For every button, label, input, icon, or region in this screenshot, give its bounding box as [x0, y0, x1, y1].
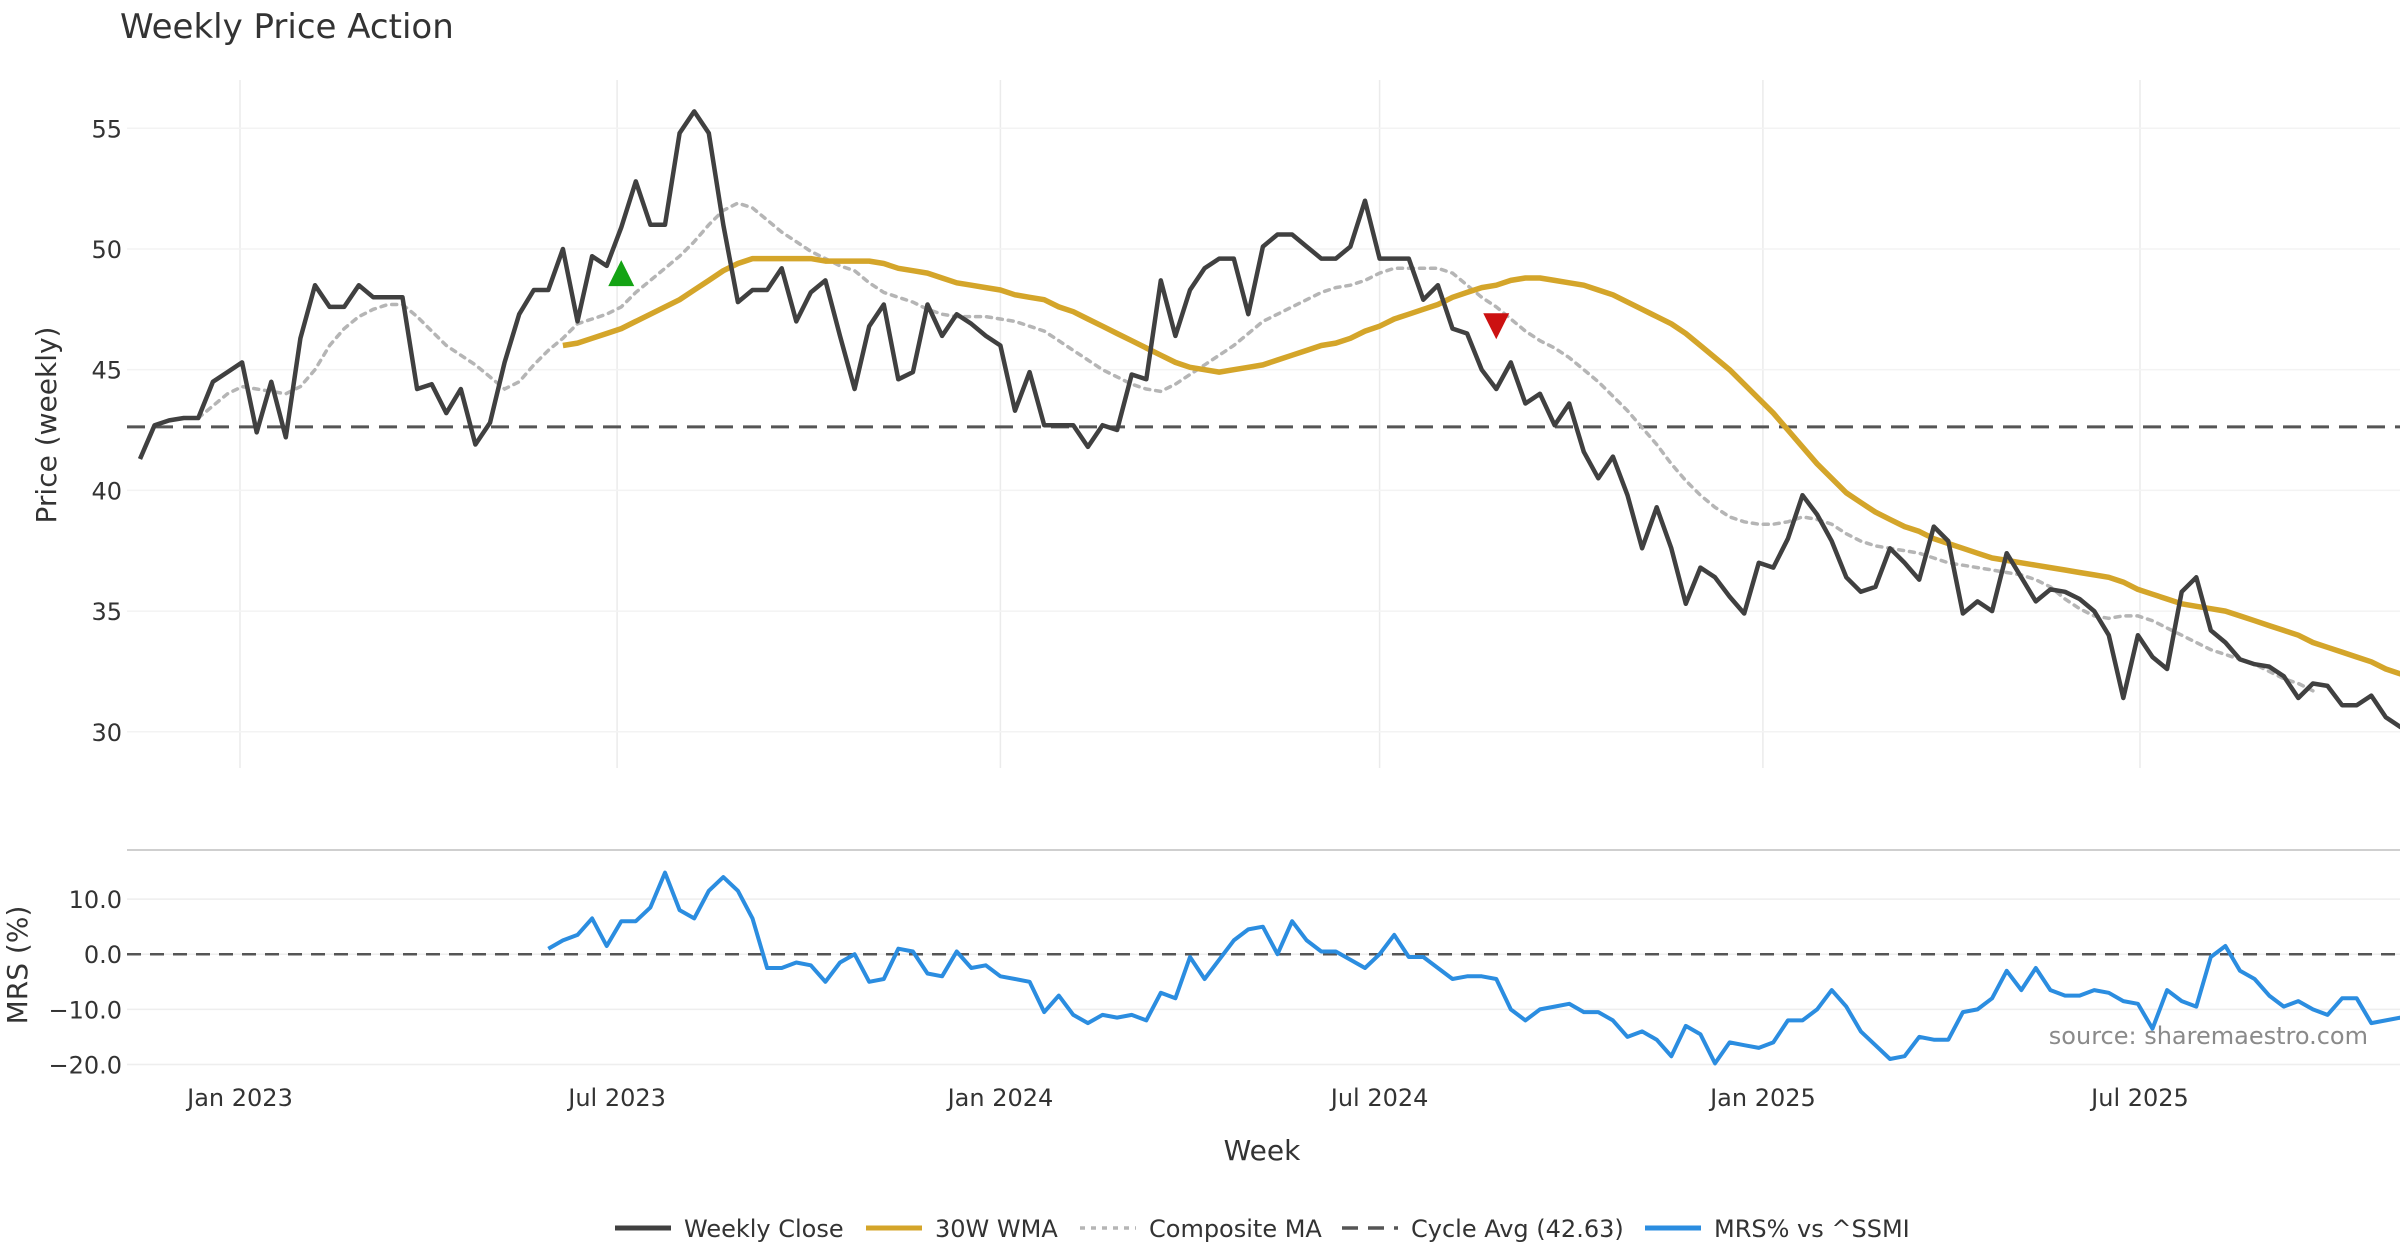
x-ticks: Jan 2023 Jul 2023 Jan 2024 Jul 2024 Jan 2025… [185, 1084, 2189, 1112]
x-tick-label: Jul 2023 [566, 1084, 666, 1112]
signal-markers [608, 260, 1510, 340]
mrs-y-tick-label: 10.0 [69, 886, 122, 914]
x-tick-label: Jul 2025 [2089, 1084, 2189, 1112]
legend-label: MRS% vs ^SSMI [1714, 1215, 1910, 1243]
price-y-ticks: 30 35 40 45 50 55 [91, 115, 122, 747]
price-y-tick-label: 40 [91, 477, 122, 505]
mrs-y-tick-label: −20.0 [48, 1051, 122, 1079]
price-y-tick-label: 35 [91, 598, 122, 626]
chart-title: Weekly Price Action [120, 7, 454, 47]
buy-signal-marker [608, 260, 635, 287]
mrs-line [547, 870, 2400, 1066]
legend-label: Weekly Close [684, 1215, 844, 1243]
legend-label: Cycle Avg (42.63) [1411, 1215, 1624, 1243]
composite-ma-line [196, 201, 2315, 693]
source-note: source: sharemaestro.com [2049, 1022, 2368, 1050]
mrs-y-axis-label: MRS (%) [1, 906, 34, 1025]
weekly-close-line [137, 109, 2400, 730]
x-axis-label: Week [1224, 1134, 1301, 1167]
price-series [127, 109, 2400, 730]
x-tick-label: Jan 2023 [185, 1084, 293, 1112]
legend-label: 30W WMA [935, 1215, 1058, 1243]
price-y-tick-label: 30 [91, 719, 122, 747]
legend: Weekly Close 30W WMA Composite MA Cycle Avg… [615, 1215, 1910, 1243]
price-y-tick-label: 50 [91, 236, 122, 264]
price-y-tick-label: 45 [91, 357, 122, 385]
mrs-y-tick-label: −10.0 [48, 996, 122, 1024]
x-tick-label: Jan 2024 [946, 1084, 1054, 1112]
mrs-series [127, 870, 2400, 1066]
price-y-axis-label: Price (weekly) [30, 327, 63, 524]
x-tick-label: Jan 2025 [1708, 1084, 1816, 1112]
price-gridlines [127, 80, 2400, 768]
sell-signal-marker [1483, 313, 1510, 340]
price-y-tick-label: 55 [91, 115, 122, 143]
x-tick-label: Jul 2024 [1329, 1084, 1429, 1112]
wma-30w-line [562, 255, 2400, 677]
mrs-y-tick-label: 0.0 [84, 941, 122, 969]
legend-label: Composite MA [1149, 1215, 1322, 1243]
mrs-y-ticks: 10.0 0.0 −10.0 −20.0 [48, 886, 122, 1079]
